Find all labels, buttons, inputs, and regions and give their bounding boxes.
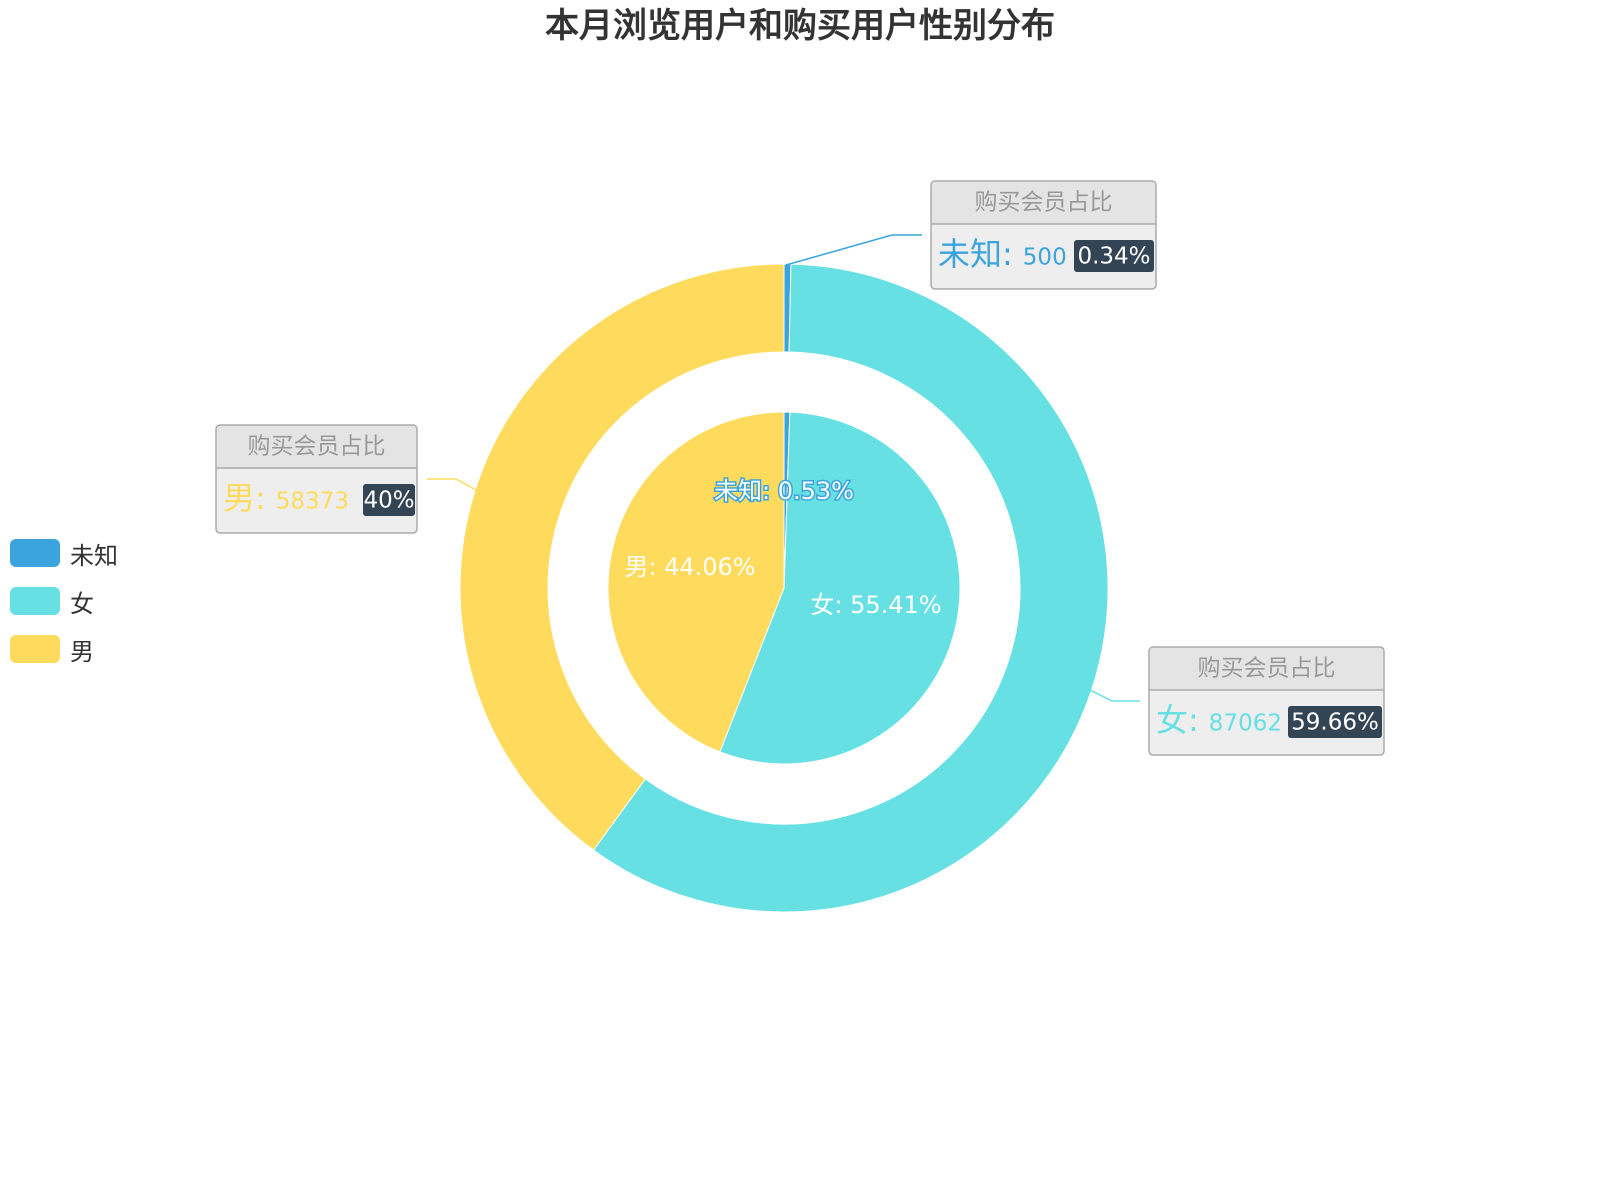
legend-label-unknown: 未知 xyxy=(70,541,118,570)
callout-header-unknown: 购买会员占比 xyxy=(975,190,1113,216)
legend-label-female: 女 xyxy=(70,589,94,618)
inner-pie-labels: 未知: 0.53% 女: 55.41% 男: 44.06% xyxy=(624,476,941,620)
inner-label-male: 男: 44.06% xyxy=(624,553,755,581)
outer-slice-male[interactable] xyxy=(459,263,785,851)
callout-line-male xyxy=(427,478,477,491)
callout-percent-male: 40% xyxy=(363,488,414,514)
callout-header-female: 购买会员占比 xyxy=(1198,656,1336,682)
callout-line-female xyxy=(1089,689,1140,702)
legend-item-male[interactable]: 男 xyxy=(10,634,118,666)
callout-value-female: 87062 xyxy=(1209,711,1282,737)
callout-value-unknown: 500 xyxy=(1023,245,1067,271)
legend-swatch-unknown xyxy=(10,539,60,567)
outer-ring xyxy=(459,263,1109,913)
callout-percent-badge-female xyxy=(1288,706,1382,738)
legend-item-unknown[interactable]: 未知 xyxy=(10,538,118,570)
callout-header-male: 购买会员占比 xyxy=(248,434,386,460)
callout-percent-female: 59.66% xyxy=(1291,710,1379,736)
callout-percent-badge-male xyxy=(363,484,415,516)
inner-pie xyxy=(607,411,961,765)
legend-swatch-female xyxy=(10,587,60,615)
outer-slice-female[interactable] xyxy=(592,263,1109,913)
callout-percent-unknown: 0.34% xyxy=(1077,244,1150,270)
chart-title: 本月浏览用户和购买用户性别分布 xyxy=(545,6,1055,46)
callout-name-male: 男: xyxy=(223,479,266,517)
inner-label-female: 女: 55.41% xyxy=(810,591,941,619)
legend: 未知 女 男 xyxy=(10,538,118,682)
inner-slice-female[interactable] xyxy=(719,411,961,765)
callout-value-male: 58373 xyxy=(276,489,349,515)
callout-line-unknown xyxy=(785,234,922,266)
callout-percent-badge-unknown xyxy=(1074,240,1154,272)
inner-slice-male[interactable] xyxy=(607,411,785,753)
legend-label-male: 男 xyxy=(70,637,94,666)
callout-name-unknown: 未知: xyxy=(938,235,1013,273)
callout-name-female: 女: xyxy=(1156,701,1199,739)
inner-label-unknown: 未知: 0.53% xyxy=(714,477,854,505)
legend-item-female[interactable]: 女 xyxy=(10,586,118,618)
legend-swatch-male xyxy=(10,635,60,663)
